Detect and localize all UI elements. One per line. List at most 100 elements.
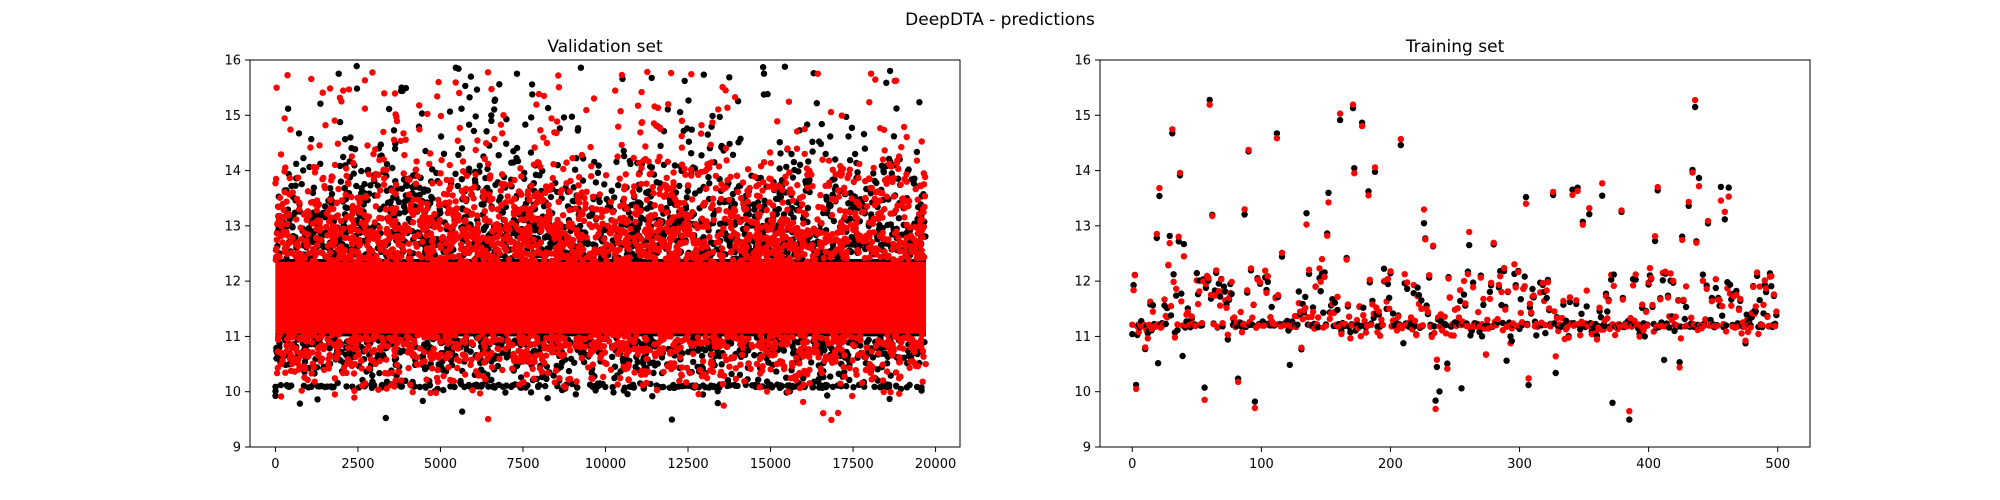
data-point-true <box>571 166 579 173</box>
data-point-true <box>783 163 790 171</box>
data-point-predicted <box>799 250 806 258</box>
data-point-predicted <box>620 239 628 247</box>
data-point-true <box>428 193 435 201</box>
data-point-predicted <box>884 175 891 182</box>
data-point-predicted <box>642 143 649 150</box>
data-point-predicted <box>676 239 684 247</box>
data-point-true <box>848 124 856 131</box>
data-point-predicted <box>665 244 672 251</box>
data-point-true <box>726 381 733 389</box>
data-point-predicted <box>769 352 776 359</box>
data-point-predicted <box>361 105 369 112</box>
data-point-true <box>804 204 812 212</box>
data-point-predicted <box>461 218 469 225</box>
data-point-predicted <box>726 196 733 204</box>
data-point-predicted <box>738 257 746 264</box>
data-point-predicted <box>589 375 596 382</box>
data-point-predicted <box>885 337 892 344</box>
data-point-predicted <box>855 236 862 243</box>
data-point-predicted <box>528 182 535 189</box>
data-point-predicted <box>840 337 848 344</box>
data-point-predicted <box>574 192 581 199</box>
data-point-predicted <box>774 229 781 236</box>
data-point-predicted <box>308 339 316 346</box>
data-point-predicted <box>371 346 378 354</box>
data-point-predicted <box>889 178 896 185</box>
data-point-true <box>376 369 383 377</box>
data-point-predicted <box>840 364 847 371</box>
data-point-predicted <box>769 241 777 248</box>
data-point-predicted <box>326 196 334 203</box>
data-point-predicted <box>600 236 607 243</box>
data-point-predicted <box>896 344 903 351</box>
data-point-predicted <box>921 203 928 211</box>
data-point-predicted <box>352 206 359 213</box>
data-point-predicted <box>386 232 393 239</box>
data-point-predicted <box>501 181 508 188</box>
data-point-predicted <box>872 76 879 83</box>
data-point-predicted <box>535 241 542 248</box>
data-point-true <box>808 359 815 366</box>
figure-title: DeepDTA - predictions <box>905 10 1095 30</box>
data-point-predicted <box>669 235 676 242</box>
data-point-predicted <box>820 410 827 417</box>
data-point-predicted <box>432 333 440 340</box>
data-point-predicted <box>613 255 620 262</box>
data-point-predicted <box>414 331 422 339</box>
data-point-predicted <box>752 233 759 240</box>
data-point-true <box>296 400 304 407</box>
data-point-predicted <box>778 245 785 252</box>
data-point-true <box>547 240 554 247</box>
data-point-predicted <box>463 207 470 214</box>
data-point-predicted <box>678 132 685 140</box>
data-point-predicted <box>281 115 288 122</box>
data-point-predicted <box>328 177 335 184</box>
data-point-true <box>755 376 762 383</box>
data-point-true <box>909 176 916 183</box>
data-point-predicted <box>855 174 862 182</box>
data-point-predicted <box>820 255 827 262</box>
data-point-predicted <box>892 206 900 214</box>
data-point-predicted <box>684 182 692 189</box>
data-point-predicted <box>760 343 767 350</box>
data-point-predicted <box>759 187 766 194</box>
data-point-predicted <box>598 213 605 220</box>
data-point-predicted <box>415 361 422 368</box>
data-point-predicted <box>777 218 784 225</box>
data-point-predicted <box>793 354 800 361</box>
data-point-predicted <box>609 208 616 215</box>
data-point-predicted <box>896 239 903 246</box>
data-point-predicted <box>535 159 542 167</box>
data-point-predicted <box>348 153 356 160</box>
data-point-predicted <box>285 210 292 218</box>
data-point-true <box>615 182 622 189</box>
data-point-true <box>596 198 603 206</box>
data-point-predicted <box>721 215 729 222</box>
data-point-predicted <box>563 180 570 187</box>
data-point-predicted <box>416 345 423 352</box>
data-point-predicted <box>403 333 411 340</box>
data-point-predicted <box>744 166 752 173</box>
data-point-predicted <box>773 360 781 368</box>
data-point-predicted <box>481 359 488 366</box>
data-point-predicted <box>842 189 849 197</box>
data-point-predicted <box>303 237 310 244</box>
data-point-predicted <box>668 365 675 373</box>
data-point-predicted <box>352 258 359 265</box>
data-point-predicted <box>873 250 880 258</box>
data-point-predicted <box>578 256 586 264</box>
data-point-predicted <box>426 160 433 168</box>
data-point-true <box>484 165 491 173</box>
data-point-predicted <box>479 330 486 338</box>
data-point-predicted <box>467 361 474 368</box>
data-point-true <box>846 157 854 164</box>
data-point-predicted <box>471 233 478 241</box>
data-point-predicted <box>603 257 610 264</box>
data-point-predicted <box>580 217 588 224</box>
data-point-true <box>709 112 716 120</box>
data-point-predicted <box>738 247 745 255</box>
data-point-predicted <box>277 393 285 400</box>
data-point-predicted <box>616 175 623 182</box>
data-point-true <box>632 363 639 371</box>
data-point-predicted <box>900 334 907 342</box>
